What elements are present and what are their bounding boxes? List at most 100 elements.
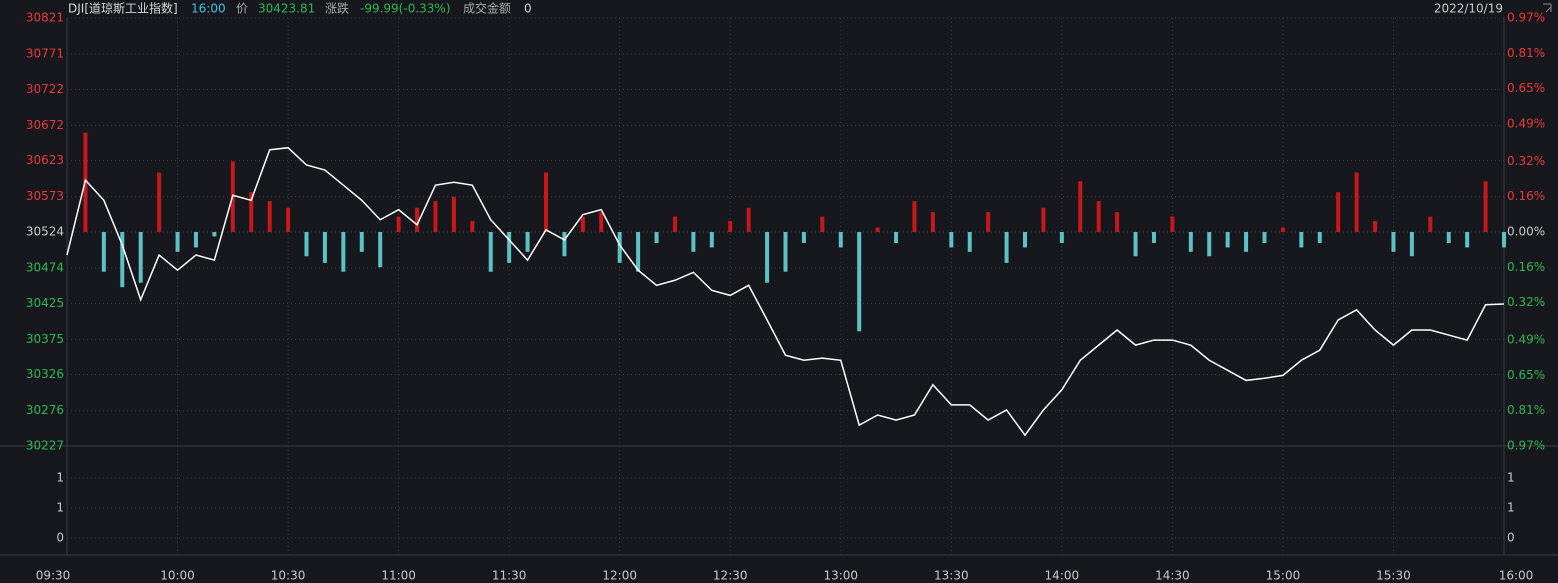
bar [193, 232, 198, 248]
bar [949, 232, 954, 248]
bar [286, 207, 291, 232]
bar [249, 192, 254, 232]
bar [967, 232, 972, 252]
y2-tick-label: 0.81% [1507, 403, 1545, 417]
bar [1446, 232, 1451, 244]
bar [801, 232, 806, 244]
bar [1409, 232, 1414, 257]
volume-tick-label: 1 [1507, 501, 1515, 515]
bar [101, 232, 106, 272]
bar [488, 232, 493, 272]
bar [1115, 212, 1120, 232]
volume-tick-label: 0 [1507, 531, 1515, 545]
bar [875, 227, 880, 232]
y2-tick-label: 0.65% [1507, 368, 1545, 382]
x-tick-label: 13:30 [934, 569, 969, 583]
bar [1225, 232, 1230, 248]
x-tick-label: 14:30 [1155, 569, 1190, 583]
expand-icon[interactable] [1543, 3, 1552, 13]
bar [857, 232, 862, 332]
x-tick-label: 12:00 [602, 569, 637, 583]
bar [396, 216, 401, 232]
price-label: 价 [236, 2, 248, 16]
bar [1391, 232, 1396, 252]
bar [267, 201, 272, 232]
bar [138, 232, 143, 283]
bar [470, 220, 475, 232]
bar [451, 196, 456, 232]
y2-tick-label: 0.00% [1507, 225, 1545, 239]
bar [672, 216, 677, 232]
bar [1078, 181, 1083, 232]
bar [120, 232, 125, 288]
bar [765, 232, 770, 283]
x-tick-label: 15:30 [1376, 569, 1411, 583]
y-tick-label: 30474 [26, 261, 64, 275]
bar [544, 172, 548, 232]
volume-tick-label: 1 [1507, 471, 1515, 485]
bar [562, 232, 567, 257]
bar [1428, 216, 1433, 232]
y-tick-label: 30821 [26, 11, 64, 25]
bar [1280, 227, 1285, 232]
y2-tick-label: 0.97% [1507, 11, 1545, 25]
bar [1262, 232, 1267, 244]
bar [1317, 232, 1322, 244]
bar [580, 216, 585, 232]
bar [1483, 181, 1488, 232]
bar [636, 232, 641, 272]
y-tick-label: 30771 [26, 47, 64, 61]
bar [359, 232, 364, 252]
bar [1151, 232, 1156, 244]
date: 2022/10/19 [1434, 2, 1503, 16]
bar [838, 232, 843, 248]
bar [654, 232, 659, 244]
bar [304, 232, 309, 257]
x-tick-label: 11:30 [492, 569, 527, 583]
bar [1465, 232, 1470, 248]
bar [1354, 172, 1359, 232]
bar [1373, 220, 1378, 232]
y-tick-label: 30326 [26, 367, 64, 381]
change: -99.99(-0.33%) [360, 2, 451, 16]
y2-tick-label: 0.16% [1507, 260, 1545, 274]
x-tick-label: 12:30 [713, 569, 748, 583]
bar [212, 232, 217, 237]
x-tick-label: 14:00 [1045, 569, 1080, 583]
y2-tick-label: 0.49% [1507, 116, 1545, 130]
y2-tick-label: 0.16% [1507, 189, 1545, 203]
bar [1096, 201, 1101, 232]
bar [617, 232, 622, 263]
bar [820, 216, 825, 232]
bar [1502, 232, 1506, 248]
volume-tick-label: 1 [56, 501, 64, 515]
y-tick-label: 30524 [26, 225, 64, 239]
bar [894, 232, 899, 244]
price: 30423.81 [258, 2, 315, 16]
bar [1188, 232, 1193, 252]
bar [525, 232, 530, 252]
bar [783, 232, 788, 272]
y-tick-label: 30276 [26, 403, 64, 417]
bar [322, 232, 327, 263]
bar [157, 172, 162, 232]
bar [378, 232, 383, 268]
bar [1133, 232, 1138, 257]
amount-label: 成交金额 [463, 1, 511, 16]
bar [709, 232, 714, 248]
volume-tick-label: 0 [56, 531, 64, 545]
x-tick-label: 09:30 [36, 569, 71, 583]
y-tick-label: 30573 [26, 189, 64, 203]
bar [1059, 232, 1064, 244]
bar [175, 232, 180, 252]
x-tick-label: 15:00 [1266, 569, 1301, 583]
time: 16:00 [191, 2, 226, 16]
y-tick-label: 30623 [26, 153, 64, 167]
bar [341, 232, 346, 272]
x-tick-label: 10:30 [271, 569, 306, 583]
bar [930, 212, 935, 232]
bar [746, 207, 751, 232]
